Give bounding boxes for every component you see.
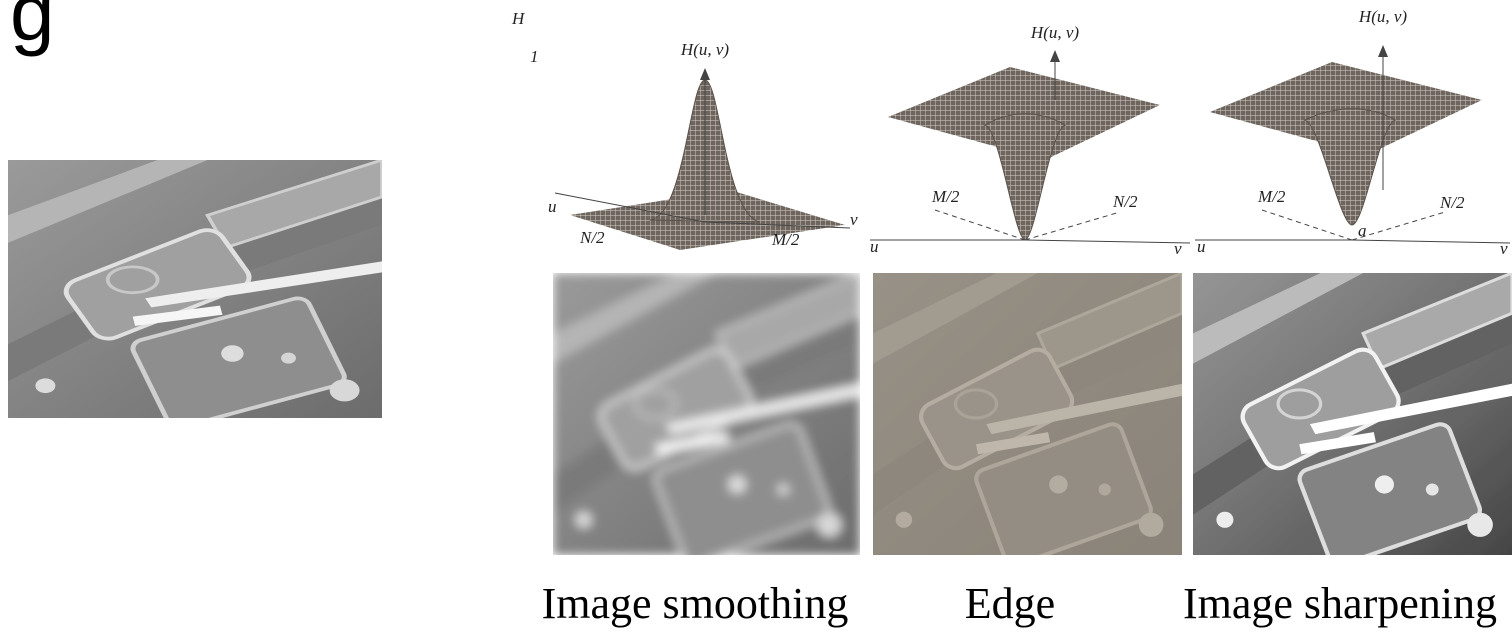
smoothed-image (553, 273, 860, 568)
u-label: u (1197, 237, 1206, 256)
m-label: M/2 (931, 187, 960, 206)
title-fragment: g (10, 0, 55, 57)
h-label: H(u, v) (1030, 23, 1079, 42)
u-label: u (870, 237, 879, 256)
n-label: N/2 (1112, 192, 1138, 211)
u-label: u (548, 197, 557, 216)
sharpened-image (1193, 273, 1512, 568)
highpass-plot: H(u, v) u v M/2 N/2 (870, 23, 1190, 258)
n-label: N/2 (1439, 193, 1465, 212)
edge-image (873, 273, 1182, 568)
v-label: v (1174, 239, 1182, 258)
a-label: a (1358, 221, 1367, 240)
h-label: H(u, v) (680, 40, 729, 59)
clipped-label: 1 (530, 47, 539, 66)
caption: Image sharpening (1183, 579, 1497, 628)
m-label: M/2 (771, 230, 800, 249)
clipped-label: H (511, 9, 526, 28)
h-label: H(u, v) (1358, 7, 1407, 26)
m-label: M/2 (1257, 187, 1286, 206)
caption: Edge (965, 579, 1055, 628)
n-label: N/2 (579, 228, 605, 247)
highpass-offset-plot: H(u, v) u v M/2 N/2 a (1195, 7, 1510, 258)
lowpass-plot: H(u, v) u v N/2 M/2 (548, 40, 858, 250)
v-label: v (1500, 239, 1508, 258)
original-image (8, 160, 382, 430)
v-label: v (850, 210, 858, 229)
caption: Image smoothing (542, 579, 849, 628)
slide: g H 1 H(u, v) u v N/2 M/2 H(u, v) u v M/… (0, 0, 1512, 640)
